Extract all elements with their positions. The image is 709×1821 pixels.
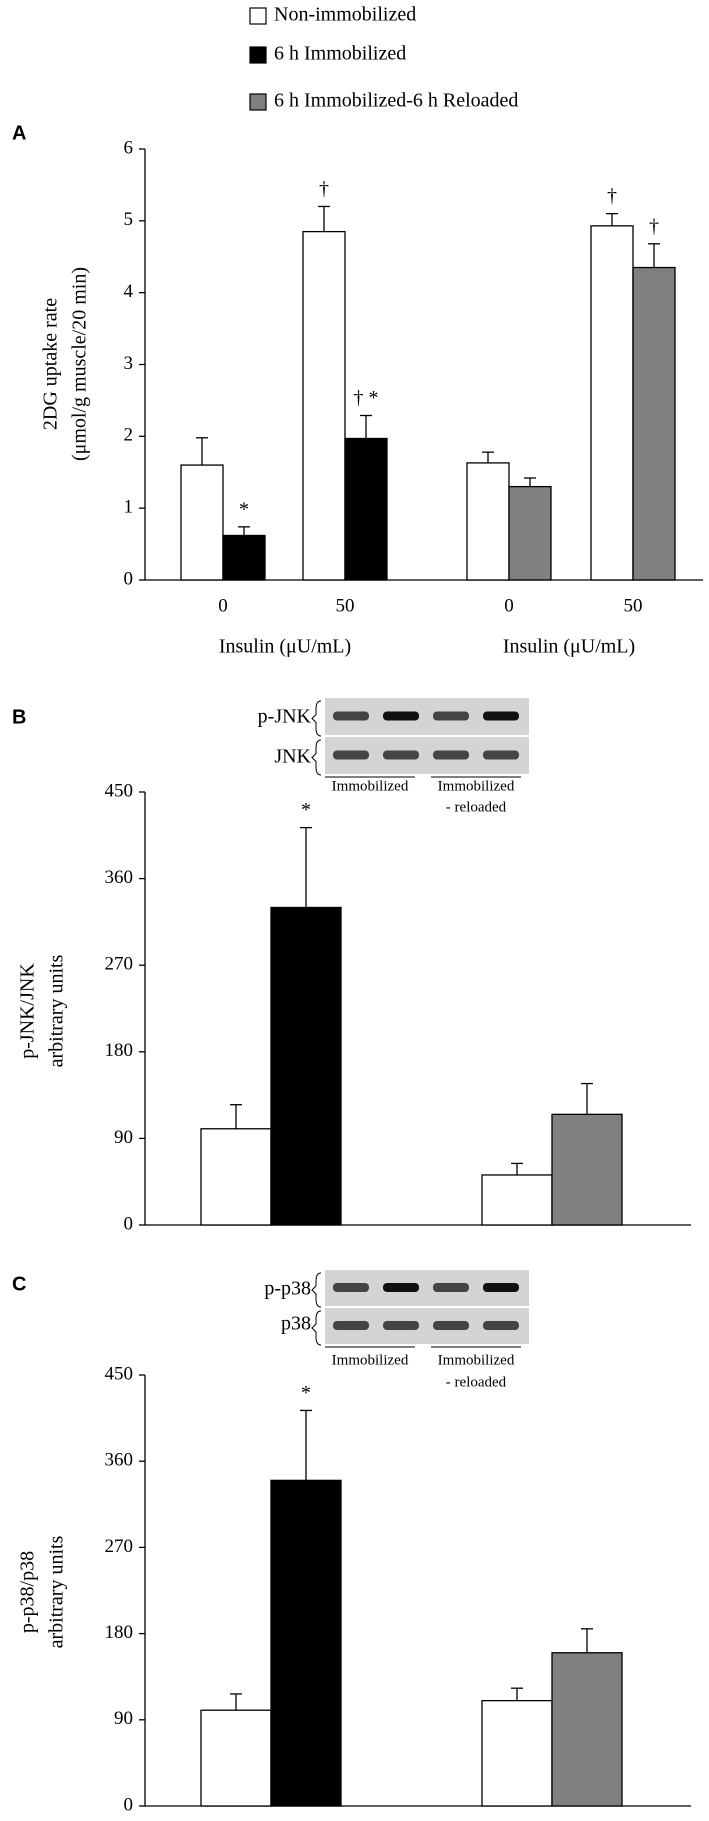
bar	[632, 266, 676, 581]
bar	[466, 462, 510, 581]
y-tick-label: 0	[124, 1213, 134, 1234]
blot-group-label: - reloaded	[446, 1374, 507, 1390]
y-tick-label: 90	[114, 1127, 133, 1148]
x-axis-label: Insulin (μU/mL)	[503, 636, 635, 658]
y-tick-label: 180	[105, 1622, 134, 1643]
y-axis-label: 2DG uptake rate	[40, 298, 62, 430]
bar	[200, 1709, 272, 1807]
blot-band	[383, 1283, 419, 1292]
significance-marker: †	[649, 215, 659, 237]
bar	[551, 1652, 623, 1807]
y-axis-label: p-JNK/JNK	[17, 963, 39, 1059]
panel-label: A	[12, 122, 26, 144]
blot-band	[483, 1283, 519, 1292]
bar	[481, 1699, 553, 1807]
y-tick-label: 0	[124, 568, 134, 589]
legend-label: Non-immobilized	[274, 4, 416, 26]
blot-bracket	[311, 700, 322, 737]
blot-bracket	[311, 1310, 322, 1346]
blot-band	[433, 1283, 469, 1292]
significance-marker: †	[319, 178, 329, 200]
blot-band	[333, 1321, 369, 1330]
blot-group-label: Immobilized	[332, 778, 409, 794]
y-tick-label: 90	[114, 1708, 133, 1729]
y-tick-label: 450	[105, 1363, 134, 1384]
blot-group-label: Immobilized	[438, 778, 515, 794]
blot-band	[333, 750, 369, 760]
y-tick-label: 1	[124, 497, 134, 518]
blot-band	[333, 1283, 369, 1292]
legend-label: 6 h Immobilized-6 h Reloaded	[274, 90, 518, 112]
blot-row-label: p-JNK	[258, 706, 312, 728]
y-tick-label: 5	[124, 209, 134, 230]
bar	[302, 230, 346, 581]
significance-marker: †	[607, 185, 617, 207]
y-tick-label: 6	[124, 137, 134, 158]
blot-band	[433, 750, 469, 760]
significance-marker: *	[301, 1382, 311, 1404]
legend-swatch	[249, 7, 267, 25]
panel-label: C	[12, 1273, 26, 1295]
y-tick-label: 0	[124, 1794, 134, 1815]
blot-band	[483, 750, 519, 760]
bar	[481, 1174, 553, 1226]
blot-band	[383, 711, 419, 721]
significance-marker: *	[301, 799, 311, 821]
blot-band	[483, 711, 519, 721]
blot-band	[383, 750, 419, 760]
bar	[508, 485, 552, 581]
x-tick-label: 50	[336, 595, 355, 616]
legend-swatch	[249, 93, 267, 111]
x-tick-label: 50	[624, 595, 643, 616]
blot-row-label: p38	[281, 1313, 311, 1335]
y-tick-label: 270	[105, 954, 134, 975]
y-tick-label: 360	[105, 1450, 134, 1471]
bar	[344, 437, 388, 581]
bar	[200, 1128, 272, 1226]
blot-group-label: Immobilized	[438, 1352, 515, 1368]
blot-band	[483, 1321, 519, 1330]
bar	[180, 464, 224, 581]
y-tick-label: 180	[105, 1040, 134, 1061]
x-axis-label: Insulin (μU/mL)	[219, 636, 351, 658]
panel-label: B	[12, 706, 26, 728]
y-tick-label: 4	[124, 281, 134, 302]
y-axis-label: arbitrary units	[46, 1535, 68, 1648]
blot-bracket	[311, 1272, 322, 1308]
y-tick-label: 360	[105, 867, 134, 888]
blot-band	[383, 1321, 419, 1330]
legend-swatch	[249, 46, 267, 64]
y-axis-label: arbitrary units	[46, 954, 68, 1067]
y-axis-label: p-p38/p38	[17, 1551, 39, 1633]
bar	[551, 1113, 623, 1226]
blot-group-label: Immobilized	[332, 1352, 409, 1368]
bar	[270, 906, 342, 1226]
blot-band	[333, 711, 369, 721]
bar	[222, 534, 266, 581]
significance-marker: *	[239, 498, 249, 520]
blot-row-label: JNK	[274, 746, 311, 768]
bar	[270, 1479, 342, 1807]
blot-band	[433, 1321, 469, 1330]
bar	[590, 225, 634, 581]
x-tick-label: 0	[504, 595, 514, 616]
x-tick-label: 0	[218, 595, 228, 616]
legend-label: 6 h Immobilized	[274, 43, 406, 65]
blot-band	[433, 711, 469, 721]
blot-bracket	[311, 739, 322, 776]
y-tick-label: 270	[105, 1536, 134, 1557]
blot-row-label: p-p38	[264, 1278, 311, 1300]
blot-group-label: - reloaded	[446, 799, 507, 815]
y-tick-label: 2	[124, 425, 134, 446]
y-axis-label: (μmol/g muscle/20 min)	[69, 267, 91, 461]
y-tick-label: 450	[105, 780, 134, 801]
y-tick-label: 3	[124, 353, 134, 374]
significance-marker: † *	[354, 387, 379, 409]
